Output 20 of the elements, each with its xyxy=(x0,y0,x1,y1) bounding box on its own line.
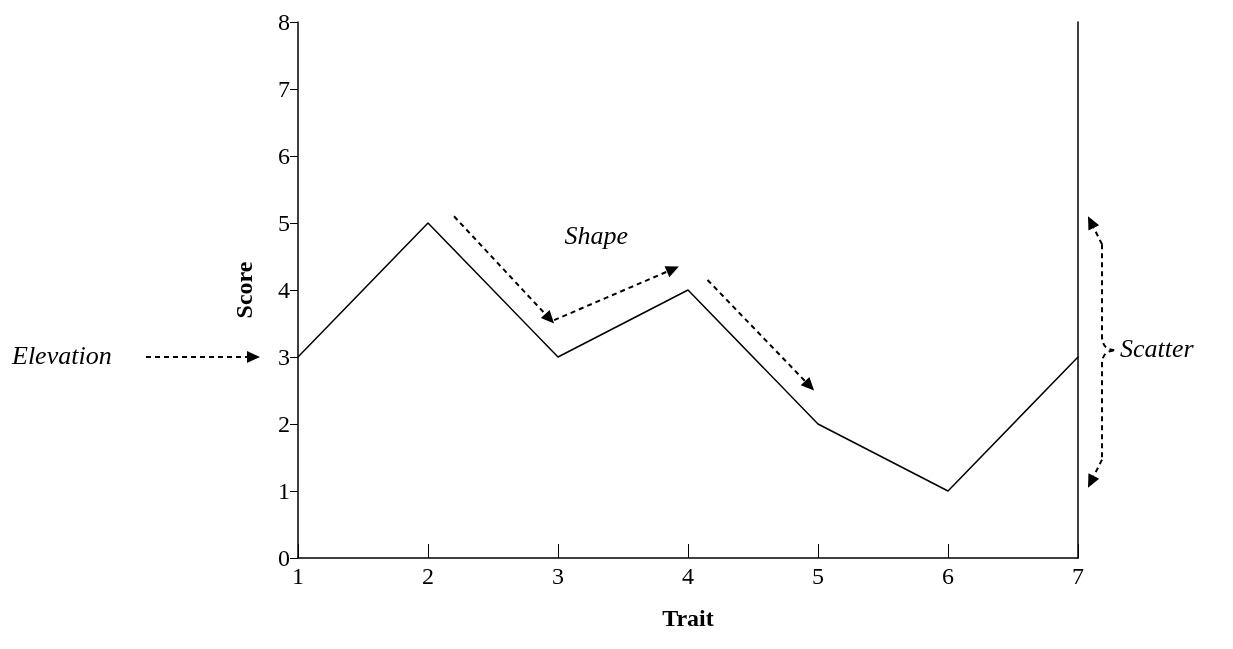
annotation: Shape xyxy=(564,221,629,252)
y-tick-label: 8 xyxy=(278,9,290,35)
x-tick-label: 7 xyxy=(1072,563,1084,589)
y-tick-label: 0 xyxy=(278,545,290,571)
x-axis-title: Trait xyxy=(662,605,714,631)
y-tick-label: 6 xyxy=(278,143,290,169)
x-tick-label: 4 xyxy=(682,563,694,589)
x-tick-label: 3 xyxy=(552,563,564,589)
y-tick-label: 5 xyxy=(278,210,290,236)
text: Scatter xyxy=(1120,334,1194,365)
x-tick-label: 2 xyxy=(422,563,434,589)
y-tick-label: 3 xyxy=(278,344,290,370)
text: Elevation xyxy=(12,341,112,371)
x-tick-label: 5 xyxy=(812,563,824,589)
x-tick-label: 6 xyxy=(942,563,954,589)
y-axis-title: Score xyxy=(231,261,257,319)
y-tick-label: 7 xyxy=(278,76,290,102)
y-tick-label: 2 xyxy=(278,411,290,437)
y-tick-label: 1 xyxy=(278,478,290,504)
y-tick-label: 4 xyxy=(278,277,290,303)
